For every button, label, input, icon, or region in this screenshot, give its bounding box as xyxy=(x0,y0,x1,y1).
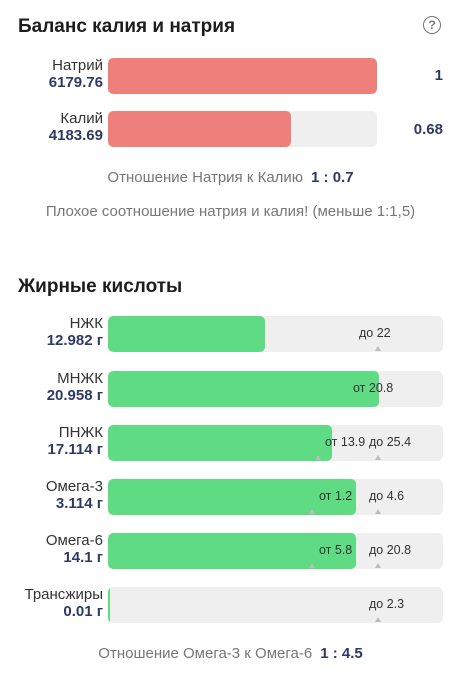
fat-row-bar xyxy=(108,371,380,407)
fats-section-title: Жирные кислоты xyxy=(18,276,183,297)
max-marker-caret xyxy=(375,455,381,460)
potassium-value: 4183.69 xyxy=(48,127,103,144)
fat-row-min-label: от 20.8 xyxy=(353,381,394,395)
fat-row-value: 12.982 г xyxy=(46,332,103,349)
fat-row-label: Омега-3 xyxy=(45,478,103,495)
omega-ratio: Отношение Омега-3 к Омега-6 1 : 4.5 xyxy=(0,645,461,662)
fat-row-bar xyxy=(108,587,110,623)
omega-ratio-value: 1 : 4.5 xyxy=(320,645,363,662)
potassium-bar xyxy=(108,111,291,147)
balance-warning: Плохое соотношение натрия и калия! (мень… xyxy=(45,203,416,220)
min-marker-caret xyxy=(309,563,315,568)
fat-row-max-label: до 2.3 xyxy=(369,597,405,611)
fat-row-min-label: от 5.8 xyxy=(319,543,353,557)
ratio-value: 1 : 0.7 xyxy=(311,169,354,186)
fat-row-track: от 20.8 xyxy=(108,371,443,407)
fat-row-bar xyxy=(108,425,333,461)
min-marker-caret xyxy=(309,509,315,514)
min-marker-caret xyxy=(315,455,321,460)
fat-row-label: Трансжиры xyxy=(24,586,104,603)
potassium-label: Калий xyxy=(60,110,103,127)
fat-row-min-label: от 1.2 xyxy=(319,489,353,503)
fat-row-label: ПНЖК xyxy=(58,424,103,441)
fat-row-track: до 22 xyxy=(108,316,443,352)
fat-row-max-label: до 4.6 xyxy=(369,489,405,503)
max-marker-caret xyxy=(375,563,381,568)
fat-row-track: от 13.9 до 25.4 xyxy=(108,425,443,461)
help-icon[interactable]: ? xyxy=(423,16,441,34)
sodium-bar xyxy=(108,58,377,94)
fat-row-max-label: до 22 xyxy=(359,326,391,340)
fat-row-track: до 2.3 xyxy=(108,587,443,623)
fat-row-label: НЖК xyxy=(69,315,103,332)
fat-row-value: 14.1 г xyxy=(63,549,103,566)
fat-row-value: 0.01 г xyxy=(63,603,103,620)
fat-row-value: 3.114 г xyxy=(55,495,103,512)
sodium-value: 6179.76 xyxy=(48,74,103,91)
sodium-potassium-ratio: Отношение Натрия к Калию 1 : 0.7 xyxy=(0,169,461,186)
sodium-ratio: 1 xyxy=(434,67,443,84)
fat-row-value: 20.958 г xyxy=(46,387,103,404)
max-marker-caret xyxy=(375,617,381,622)
max-marker-caret xyxy=(375,509,381,514)
fat-row-label: Омега-6 xyxy=(45,532,103,549)
fat-row-min-label: от 13.9 xyxy=(325,435,366,449)
fat-row-track: от 5.8 до 20.8 xyxy=(108,533,443,569)
fat-row-max-label: до 20.8 xyxy=(369,543,412,557)
fat-row-max-label: до 25.4 xyxy=(369,435,412,449)
potassium-track xyxy=(108,111,377,147)
potassium-ratio: 0.68 xyxy=(413,121,443,138)
fat-row-label: МНЖК xyxy=(57,370,103,387)
fat-row-bar xyxy=(108,316,266,352)
fat-row-value: 17.114 г xyxy=(47,441,103,458)
fat-row-track: от 1.2 до 4.6 xyxy=(108,479,443,515)
ratio-label: Отношение Натрия к Калию xyxy=(107,169,304,186)
sodium-label: Натрий xyxy=(52,57,103,74)
sodium-track xyxy=(108,58,377,94)
omega-ratio-label: Отношение Омега-3 к Омега-6 xyxy=(98,645,313,662)
max-marker-caret xyxy=(375,346,381,351)
balance-section-title: Баланс калия и натрия xyxy=(18,16,236,37)
